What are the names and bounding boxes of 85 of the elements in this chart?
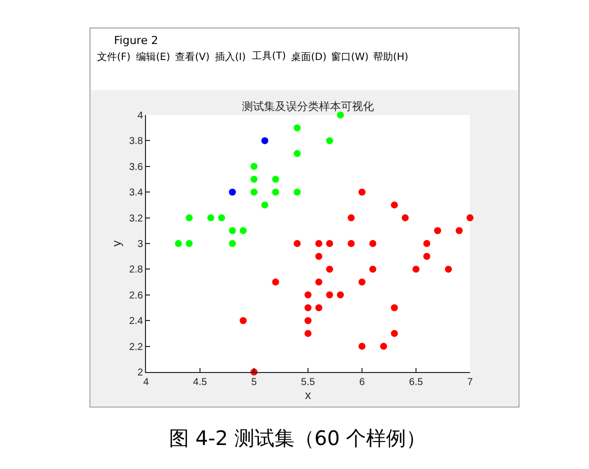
y-tick-label: 3 [137, 239, 144, 250]
point [456, 227, 463, 234]
point [315, 240, 322, 247]
point [250, 176, 258, 183]
x-tick-label: 6.5 [409, 377, 424, 388]
y-tick-label: 3.4 [129, 188, 144, 199]
point [250, 188, 258, 196]
text: 帮助(H) [373, 51, 408, 63]
point [336, 112, 344, 118]
point [380, 342, 388, 350]
text: 插入(I) [215, 51, 246, 63]
point [294, 188, 301, 196]
point [402, 214, 409, 222]
point [218, 214, 226, 222]
point [358, 342, 366, 350]
point [207, 214, 214, 222]
y-tick-label: 2.2 [129, 342, 144, 353]
point [348, 214, 355, 222]
point [294, 240, 301, 247]
point [466, 214, 474, 222]
text: 桌面(D) [291, 51, 327, 63]
point [369, 240, 376, 247]
y-tick-label: 3.2 [129, 213, 144, 224]
point [304, 317, 312, 324]
point [304, 304, 312, 312]
point [315, 252, 322, 260]
point [390, 304, 398, 312]
y-tick-label: 3.8 [129, 136, 144, 148]
point [174, 240, 182, 247]
x-tick-label: 4.5 [193, 377, 208, 388]
point [358, 188, 366, 196]
point [304, 291, 312, 298]
point [272, 278, 280, 286]
text: 查看(V) [175, 51, 210, 63]
point [326, 240, 334, 247]
point [326, 291, 334, 298]
chart-title: 测试集及误分类样本可视化 [242, 100, 374, 113]
point [294, 124, 301, 132]
text: 工具(T) [252, 51, 286, 62]
point [315, 278, 322, 286]
point [228, 227, 236, 234]
point [228, 188, 236, 196]
point [390, 330, 398, 337]
point [369, 266, 376, 273]
point [412, 266, 420, 273]
x-tick-label: 5.5 [301, 377, 316, 388]
point [228, 240, 236, 247]
y-axis-title: y [109, 240, 124, 246]
point [186, 214, 193, 222]
point [390, 201, 398, 208]
point [336, 291, 344, 298]
y-tick-label: 2.8 [129, 264, 144, 276]
point [261, 201, 268, 208]
x-tick-label: 7 [467, 377, 474, 388]
point [423, 240, 430, 247]
y-tick-label: 2 [137, 368, 144, 378]
point [326, 266, 334, 273]
point [186, 240, 193, 247]
point [315, 304, 322, 312]
point [240, 317, 247, 324]
y-tick-label: 2.4 [129, 316, 144, 328]
y-tick-label: 3.6 [129, 162, 144, 173]
caption: 图 4-2 测试集（60 个样例） [169, 426, 426, 450]
y-tick-label: 4 [137, 110, 144, 122]
x-tick-label: 6 [359, 377, 366, 388]
point [250, 162, 258, 170]
point [434, 227, 442, 234]
point [423, 252, 430, 260]
point [272, 188, 280, 196]
point [358, 278, 366, 286]
text: 文件(F) [97, 51, 131, 63]
point [304, 330, 312, 337]
y-tick-label: 2.6 [129, 290, 144, 302]
point [444, 266, 452, 273]
point [261, 137, 268, 144]
point [294, 150, 301, 158]
x-axis-title: x [305, 388, 311, 402]
point [326, 137, 334, 144]
point [348, 240, 355, 247]
point [240, 227, 247, 234]
text: 窗口(W) [331, 51, 369, 63]
x-tick-label: 5 [251, 377, 258, 388]
caption: Figure 2 [114, 34, 158, 47]
point [272, 176, 280, 183]
text: 编辑(E) [136, 51, 170, 63]
